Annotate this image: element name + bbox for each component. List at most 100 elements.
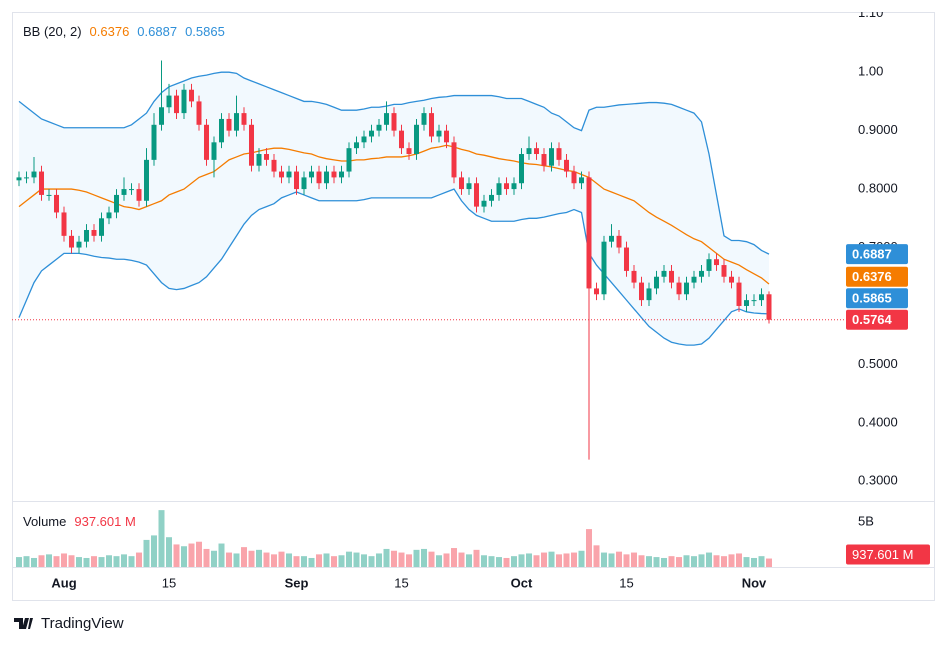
volume-bar (736, 553, 742, 567)
volume-pane: 5B (16, 510, 874, 567)
candle-body (601, 241, 607, 295)
volume-bar (76, 557, 82, 567)
volume-bar (616, 551, 622, 567)
volume-bar (458, 552, 465, 567)
candle-body (174, 95, 179, 114)
volume-bar (196, 541, 202, 567)
volume-bar (586, 529, 592, 567)
volume-bar (203, 548, 210, 567)
candle-body (489, 194, 494, 201)
volume-legend-value: 937.601 M (74, 514, 135, 529)
candle-body (429, 113, 434, 137)
candle-body (669, 270, 674, 283)
volume-bar (226, 552, 232, 567)
x-tick-label: 15 (162, 575, 176, 590)
brand-logo: TradingView (14, 615, 124, 632)
candle-body (609, 235, 614, 242)
volume-label: Volume (23, 514, 66, 529)
candle-body (106, 212, 112, 219)
volume-bar (698, 554, 705, 567)
candle-body (391, 113, 397, 131)
candle-body (616, 235, 622, 248)
volume-bar (766, 558, 772, 567)
y-tick-label: 0.3000 (858, 473, 898, 488)
volume-bar (383, 548, 390, 567)
candle-body (301, 177, 307, 190)
volume-bar (173, 544, 180, 567)
volume-bar (451, 548, 457, 567)
candle-body (549, 148, 554, 166)
candle-body (631, 270, 637, 283)
candle-body (249, 124, 254, 166)
candle-body (541, 154, 547, 166)
volume-bar (683, 555, 690, 567)
candle-body (369, 130, 374, 137)
volume-bar (293, 556, 300, 567)
candle-body (699, 270, 704, 277)
volume-bar (728, 554, 735, 567)
candle-body (646, 288, 652, 301)
price-badge (846, 288, 908, 309)
y-tick-label: 0.9000 (858, 122, 898, 137)
candle-body (661, 270, 667, 277)
band-line (18, 144, 770, 285)
volume-bar (743, 557, 750, 567)
candle-body (684, 282, 689, 295)
x-tick-label: Nov (742, 575, 767, 590)
candle-body (279, 171, 284, 178)
candle-body (691, 276, 697, 283)
volume-bar (548, 551, 555, 567)
candle-body (519, 154, 524, 184)
candle-body (196, 101, 202, 125)
candle-body (534, 148, 539, 155)
candle-body (361, 136, 367, 143)
volume-bar (593, 545, 600, 567)
volume-bar (428, 551, 435, 567)
indicator-label: BB (20, 2) (23, 24, 82, 39)
volume-bar (406, 554, 412, 567)
candle-body (226, 118, 232, 131)
candle-body (346, 148, 352, 172)
volume-bar (443, 553, 450, 567)
volume-bar (533, 555, 540, 567)
volume-bar (151, 535, 157, 567)
price-pane (12, 60, 845, 460)
y-tick-label: 0.8000 (858, 181, 898, 196)
overlay: Aug 15 Sep 15 Oct 15 Nov 0.6887 0.6376 0.5865 0.57… (51, 244, 930, 590)
candle-body (294, 171, 299, 190)
volume-bar (91, 556, 97, 567)
volume-bar (436, 555, 442, 567)
volume-bar (413, 549, 420, 567)
volume-bar (136, 552, 142, 567)
volume-bar (421, 548, 427, 567)
candle-body (384, 113, 389, 125)
volume-bar (691, 556, 697, 567)
volume-bar (83, 557, 90, 567)
candle-body (256, 154, 262, 166)
candle-body (721, 265, 727, 277)
candle-body (24, 177, 29, 179)
y-tick-label: 1.00 (858, 64, 883, 79)
volume-bar (368, 556, 375, 567)
volume-bar (571, 552, 577, 567)
volume-bar (488, 556, 495, 567)
volume-bar (623, 554, 630, 567)
volume-bar (758, 556, 765, 567)
volume-bar (676, 557, 682, 567)
volume-bar (338, 555, 345, 567)
candle-body (729, 276, 734, 283)
candle-body (466, 183, 472, 190)
candle-body (474, 183, 479, 207)
volume-bar (721, 556, 727, 567)
candle-body (444, 130, 449, 143)
volume-bar (31, 557, 37, 567)
candle-body (504, 183, 509, 190)
price-axis: 1.101.000.90000.80000.70000.50000.40000.… (858, 12, 898, 488)
candle-body (744, 300, 749, 306)
volume-bar (518, 554, 525, 567)
volume-bar (526, 553, 532, 567)
candle-body (189, 89, 194, 102)
volume-bar (466, 554, 472, 567)
price-badge (846, 266, 908, 287)
candle-body (556, 148, 562, 160)
